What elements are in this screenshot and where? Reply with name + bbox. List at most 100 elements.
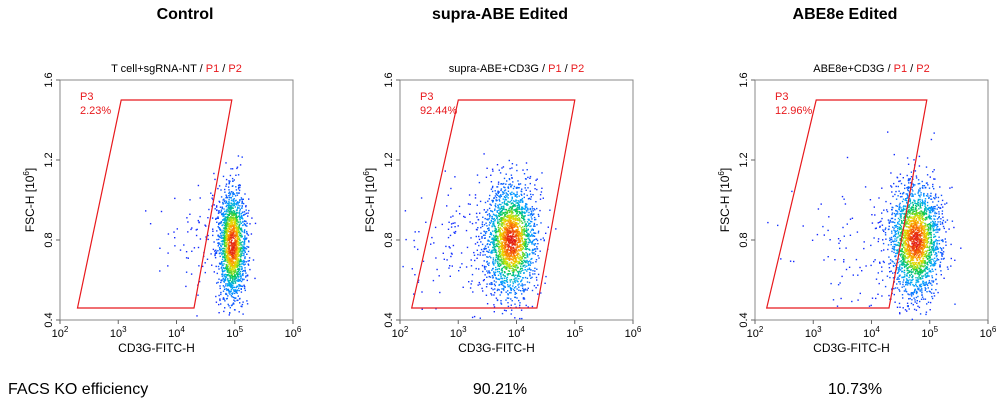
event-dot: [241, 279, 244, 281]
event-dot: [882, 229, 884, 231]
event-dot: [937, 259, 940, 261]
event-dot: [891, 209, 893, 211]
event-dot: [511, 247, 513, 249]
event-dot: [231, 292, 233, 295]
event-dot: [495, 254, 497, 257]
event-dot: [491, 275, 494, 277]
event-dot: [492, 262, 495, 265]
event-dot: [439, 291, 441, 294]
event-dot: [223, 215, 225, 217]
event-dot: [523, 244, 525, 247]
event-dot: [499, 195, 501, 197]
event-dot: [889, 276, 891, 279]
event-dot: [242, 263, 244, 265]
event-dot: [490, 283, 492, 286]
event-dot: [216, 209, 218, 212]
event-dot: [516, 205, 518, 207]
event-dot: [910, 171, 913, 173]
event-dot: [507, 204, 509, 206]
event-dot: [521, 279, 523, 281]
event-dot: [244, 213, 246, 215]
event-dot: [236, 220, 238, 222]
event-dot: [239, 272, 241, 275]
event-dot: [435, 257, 437, 259]
gate-name: P3: [420, 91, 433, 103]
event-dot: [219, 285, 221, 287]
event-dot: [922, 201, 924, 203]
event-dot: [902, 307, 904, 309]
event-dot: [950, 257, 952, 260]
event-dot: [918, 195, 921, 197]
event-dot: [226, 247, 229, 249]
event-dot: [500, 245, 502, 247]
event-dot: [506, 265, 508, 267]
event-dot: [899, 173, 902, 175]
event-dot: [497, 262, 499, 265]
event-dot: [233, 217, 236, 219]
event-dot: [525, 162, 528, 164]
event-dot: [893, 182, 895, 185]
event-dot: [231, 191, 233, 193]
event-dot: [933, 225, 935, 228]
event-dot: [234, 236, 237, 239]
event-dot: [498, 278, 501, 281]
event-dot: [482, 270, 484, 273]
event-dot: [892, 226, 894, 228]
event-dot: [943, 257, 945, 260]
event-dot: [895, 230, 897, 233]
event-dot: [524, 206, 526, 208]
event-dot: [496, 289, 499, 292]
event-dot: [901, 270, 904, 273]
event-dot: [236, 248, 239, 250]
event-dot: [898, 180, 900, 183]
event-dot: [417, 279, 420, 281]
event-dot: [522, 169, 524, 171]
event-dot: [514, 277, 516, 279]
event-dot: [895, 233, 897, 235]
event-dot: [501, 247, 504, 250]
event-dot: [497, 205, 500, 207]
event-dot: [518, 217, 520, 219]
event-dot: [232, 262, 235, 264]
event-dot: [240, 274, 242, 277]
event-dot: [933, 236, 935, 238]
event-dot: [827, 256, 829, 258]
event-dot: [503, 255, 505, 257]
event-dot: [524, 230, 526, 232]
event-dot: [509, 223, 511, 226]
event-dot: [857, 299, 859, 301]
event-dot: [230, 197, 233, 199]
event-dot: [236, 299, 238, 302]
event-dot: [501, 312, 504, 315]
event-dot: [924, 187, 926, 189]
event-dot: [239, 216, 241, 218]
event-dot: [233, 229, 235, 231]
event-dot: [243, 284, 245, 286]
event-dot: [217, 217, 219, 219]
event-dot: [516, 254, 518, 257]
event-dot: [232, 302, 235, 304]
event-dot: [930, 192, 932, 195]
event-dot: [837, 284, 840, 286]
event-dot: [242, 274, 244, 277]
event-dot: [511, 193, 513, 195]
event-dot: [938, 213, 940, 215]
event-dot: [225, 276, 228, 278]
event-dot: [501, 280, 503, 283]
event-dot: [495, 297, 498, 299]
event-dot: [235, 264, 238, 266]
event-dot: [891, 186, 893, 188]
event-dot: [225, 183, 228, 185]
event-dot: [225, 235, 227, 237]
event-dot: [450, 226, 453, 228]
event-dot: [491, 249, 493, 252]
event-dot: [226, 252, 228, 254]
event-dot: [516, 226, 519, 228]
event-dot: [902, 297, 904, 299]
event-dot: [935, 239, 937, 241]
event-dot: [497, 241, 499, 243]
event-dot: [231, 280, 233, 283]
event-dot: [924, 200, 926, 202]
event-dot: [244, 248, 246, 250]
event-dot: [508, 232, 511, 235]
